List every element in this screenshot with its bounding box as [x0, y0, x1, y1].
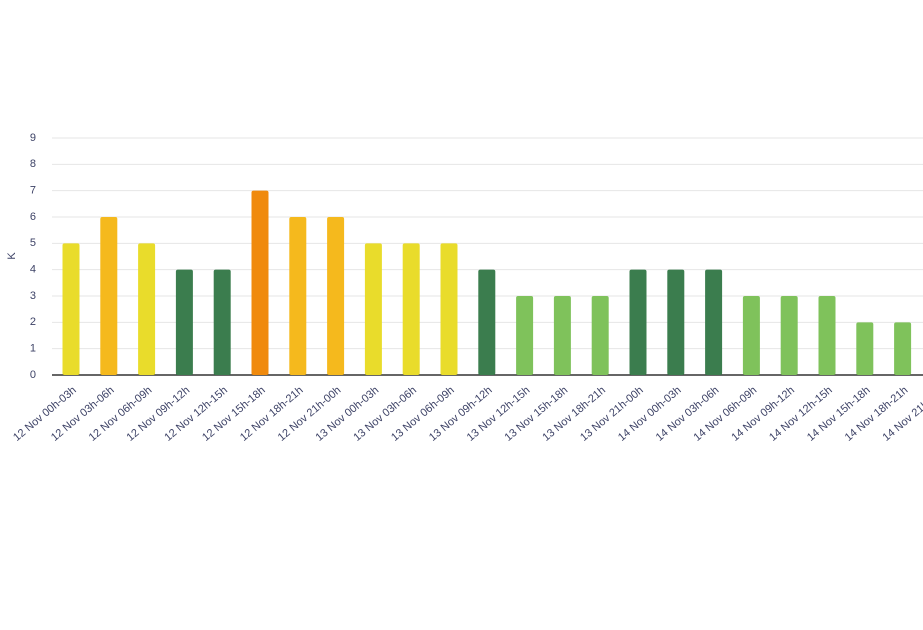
bar	[478, 269, 496, 375]
bar	[553, 296, 571, 375]
bar	[100, 217, 118, 375]
y-tick-label: 2	[30, 316, 36, 328]
bar	[705, 269, 723, 375]
bar	[440, 243, 458, 375]
y-tick-label: 7	[30, 185, 36, 197]
bar	[175, 269, 193, 375]
bar	[138, 243, 156, 375]
bar	[591, 296, 609, 375]
bar	[213, 269, 231, 375]
bar	[629, 269, 647, 375]
y-tick-label: 3	[30, 290, 36, 302]
y-tick-label: 1	[30, 343, 36, 355]
bar	[894, 322, 912, 375]
y-tick-label: 4	[30, 264, 36, 276]
bar	[364, 243, 382, 375]
y-tick-label: 6	[30, 211, 36, 223]
bar	[251, 190, 269, 375]
bar	[62, 243, 80, 375]
bar	[780, 296, 798, 375]
bar	[516, 296, 534, 375]
bar	[818, 296, 836, 375]
bar	[327, 217, 345, 375]
y-tick-label: 0	[30, 369, 36, 381]
y-tick-label: 5	[30, 237, 36, 249]
x-tick-label: 12 Nov 00h-03h	[11, 384, 79, 444]
bar	[742, 296, 760, 375]
bar	[856, 322, 874, 375]
y-tick-label: 8	[30, 158, 36, 170]
bar	[667, 269, 685, 375]
y-tick-label: 9	[30, 132, 36, 144]
bar	[402, 243, 420, 375]
y-axis-label: K	[6, 252, 18, 260]
bar	[289, 217, 307, 375]
